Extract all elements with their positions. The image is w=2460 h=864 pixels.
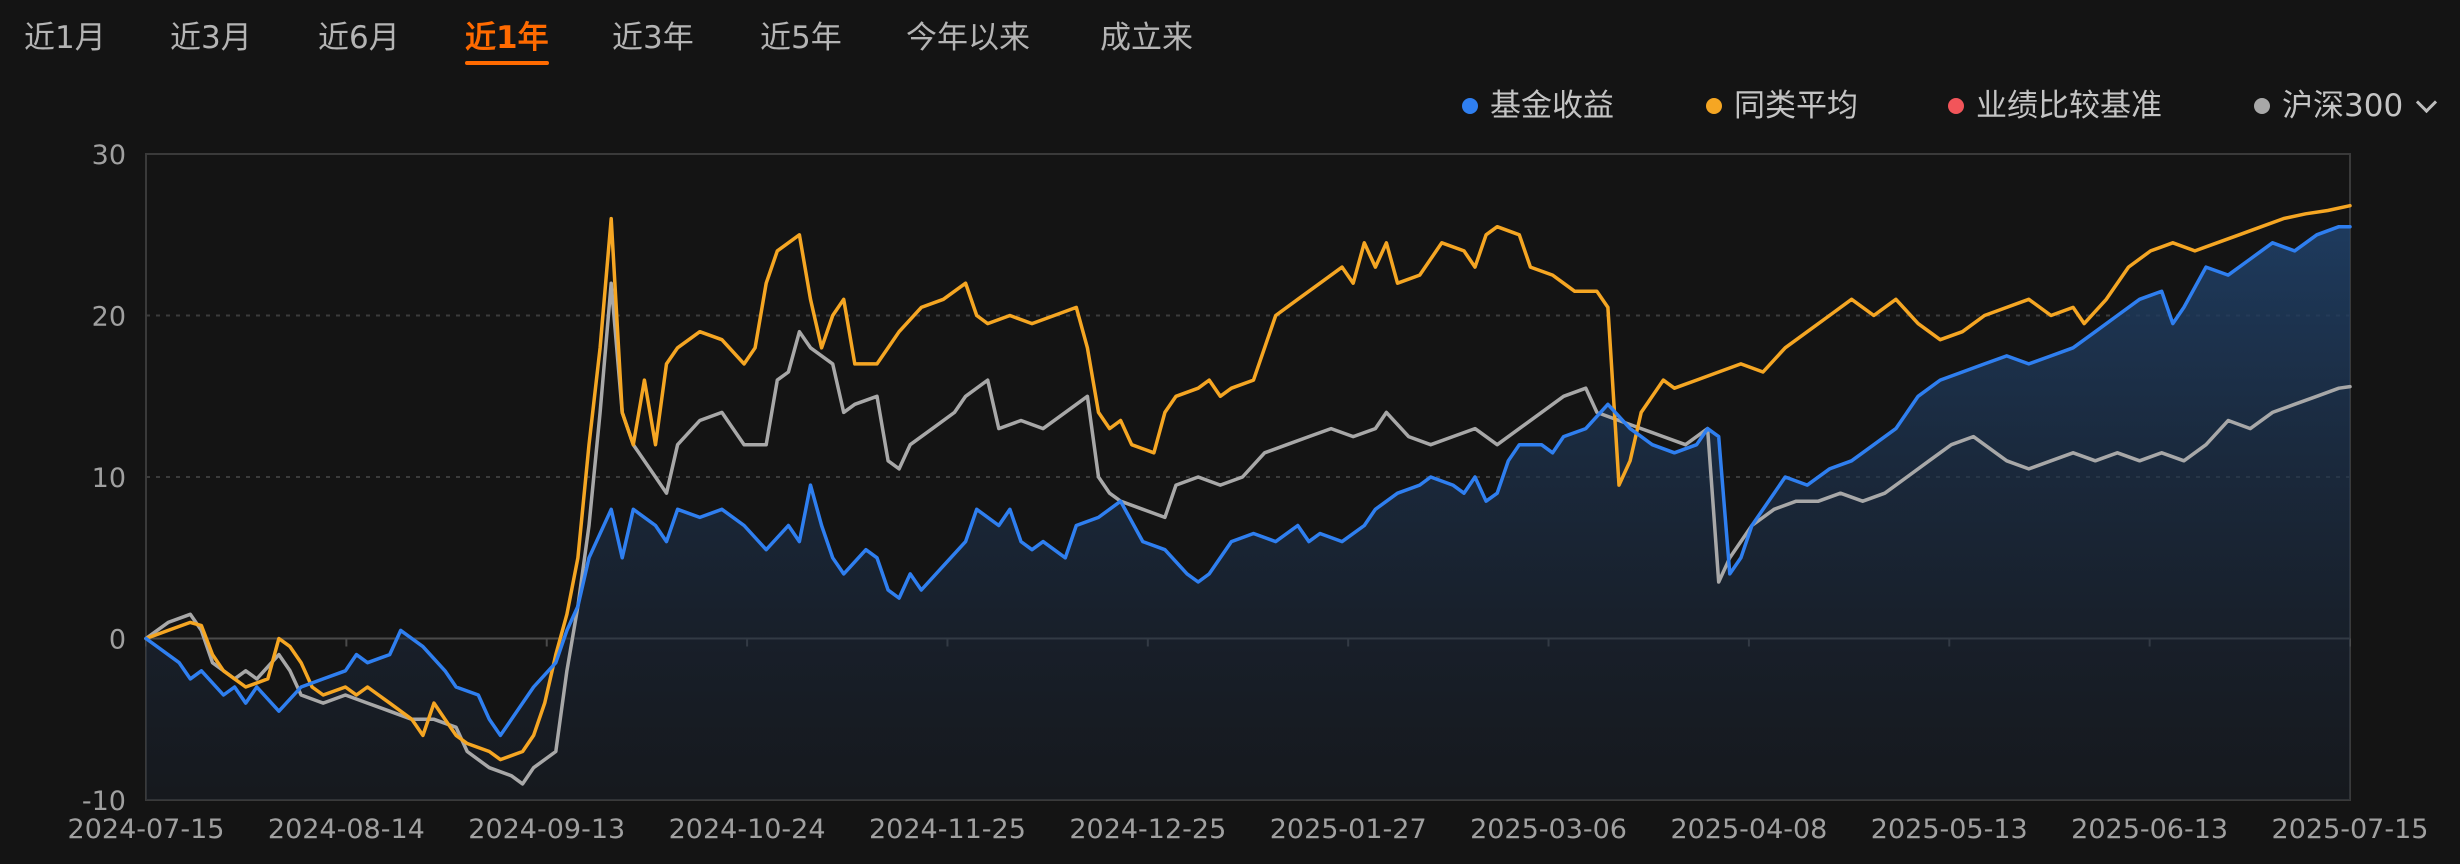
period-tabs: 近1月 近3月 近6月 近1年 近3年 近5年 今年以来 成立来 xyxy=(0,0,1300,70)
y-tick-label: 20 xyxy=(92,302,126,333)
x-tick-label: 2025-06-13 xyxy=(2071,814,2228,845)
legend-label: 同类平均 xyxy=(1734,88,1858,124)
legend-dot xyxy=(2254,97,2270,114)
y-tick-label: 10 xyxy=(92,463,126,494)
legend-label: 业绩比较基准 xyxy=(1976,88,2162,124)
series-line-csi300 xyxy=(144,281,2352,786)
x-tick-label: 2024-11-25 xyxy=(869,814,1026,845)
series-line-peer-average xyxy=(144,203,2352,762)
tab-1y[interactable]: 近1年 xyxy=(465,12,549,65)
legend-dot xyxy=(1462,97,1478,114)
x-tick-label: 2025-01-27 xyxy=(1270,814,1427,845)
x-tick-label: 2025-03-06 xyxy=(1470,814,1627,845)
tab-1m[interactable]: 近1月 xyxy=(24,12,106,57)
legend-csi300[interactable]: 沪深300 xyxy=(2254,80,2438,125)
tab-label: 今年以来 xyxy=(906,20,1030,56)
chart-legend: 基金收益 同类平均 业绩比较基准 沪深300 xyxy=(0,80,2460,125)
x-tick-label: 2025-07-15 xyxy=(2272,814,2429,845)
series-area-fund xyxy=(146,226,2350,800)
tab-label: 近5年 xyxy=(760,20,842,56)
y-tick-label: 0 xyxy=(109,625,126,656)
y-tick-label: -10 xyxy=(82,786,126,817)
tab-3m[interactable]: 近3月 xyxy=(170,12,252,57)
x-tick-label: 2024-07-15 xyxy=(68,814,225,845)
x-tick-label: 2024-10-24 xyxy=(669,814,826,845)
tab-ytd[interactable]: 今年以来 xyxy=(906,12,1030,57)
tab-label: 近1年 xyxy=(465,20,549,56)
legend-label: 基金收益 xyxy=(1490,88,1614,124)
series-line-fund xyxy=(144,224,2352,738)
tab-5y[interactable]: 近5年 xyxy=(760,12,842,57)
legend-label: 沪深300 xyxy=(2282,88,2404,124)
tab-label: 近1月 xyxy=(24,20,106,56)
tab-label: 成立来 xyxy=(1100,20,1193,56)
tab-label: 近3年 xyxy=(612,20,694,56)
y-tick-label: 30 xyxy=(92,140,126,171)
x-tick-label: 2024-12-25 xyxy=(1069,814,1226,845)
tab-label: 近3月 xyxy=(170,20,252,56)
x-tick-label: 2024-08-14 xyxy=(268,814,425,845)
legend-benchmark[interactable]: 业绩比较基准 xyxy=(1948,80,2162,125)
legend-dot xyxy=(1948,97,1964,114)
tab-3y[interactable]: 近3年 xyxy=(612,12,694,57)
tab-label: 近6月 xyxy=(318,20,400,56)
tab-since-inception[interactable]: 成立来 xyxy=(1100,12,1193,57)
legend-fund-return[interactable]: 基金收益 xyxy=(1462,80,1614,125)
x-tick-label: 2025-04-08 xyxy=(1670,814,1827,845)
x-tick-label: 2025-05-13 xyxy=(1871,814,2028,845)
x-tick-label: 2024-09-13 xyxy=(468,814,625,845)
legend-peer-average[interactable]: 同类平均 xyxy=(1706,80,1858,125)
legend-dot xyxy=(1706,97,1722,114)
tab-6m[interactable]: 近6月 xyxy=(318,12,400,57)
active-tab-underline xyxy=(465,61,549,65)
